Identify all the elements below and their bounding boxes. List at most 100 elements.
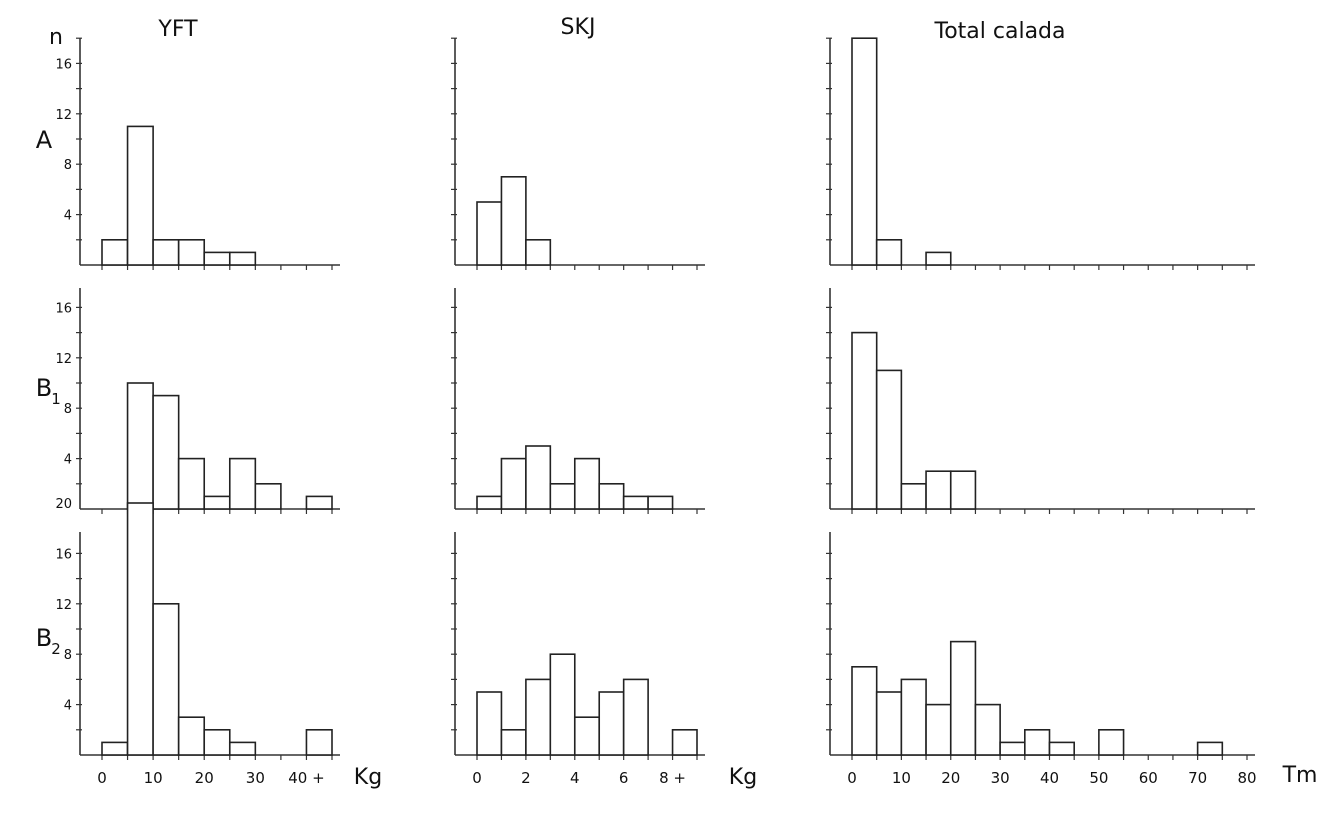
- yft-b2-y-tick-label: 8: [64, 648, 72, 663]
- skj-b1-bar: [647, 495, 674, 510]
- skj-b2-bar: [671, 728, 698, 756]
- yft-b2-y-tick-label: 16: [55, 547, 72, 562]
- yft-a-bar: [228, 251, 257, 266]
- total-b2-x-tick-label: 80: [1237, 769, 1256, 787]
- skj-b2-bar: [573, 716, 601, 756]
- total-b2-bar: [1098, 728, 1125, 756]
- yft-b2-y-tick-label: 12: [55, 598, 72, 613]
- yft-b1-bar: [126, 382, 154, 510]
- total-b2-x-tick-label: 0: [847, 769, 857, 787]
- yft-b2-bar: [152, 602, 180, 756]
- skj-b2-bar: [525, 678, 552, 756]
- yft-b2-x-tick-label: 30: [246, 769, 265, 787]
- skj-b1-bar: [573, 457, 601, 510]
- total-b2-bar: [974, 703, 1001, 756]
- skj-b1-bar: [500, 457, 527, 510]
- total-b2-x-tick-label: 60: [1139, 769, 1158, 787]
- yft-a-y-tick-label: 8: [64, 158, 72, 173]
- yft-a-y-tick-label: 4: [64, 209, 72, 224]
- total-a-bar: [925, 251, 952, 266]
- yft-b1-bar: [152, 394, 180, 510]
- total-b2-x-tick-label: 40: [1040, 769, 1059, 787]
- total-b2-bar: [875, 691, 903, 756]
- yft-b2-x-tick-label: 10: [144, 769, 163, 787]
- total-b2-x-tick-label: 70: [1188, 769, 1207, 787]
- total-b2-bar: [949, 640, 977, 756]
- yft-b1-bar: [305, 495, 333, 510]
- total-b1-bar: [925, 470, 952, 510]
- total-b1-bar: [949, 470, 977, 510]
- total-a-bar: [851, 37, 878, 266]
- column-title-yft: YFT: [157, 17, 198, 42]
- yft-b2-x-tick-label: 20: [195, 769, 214, 787]
- total-b1-bar: [900, 482, 927, 510]
- total-b2-bar: [925, 703, 952, 756]
- skj-a-bar: [525, 239, 552, 266]
- skj-b2-x-tick-label: 4: [570, 769, 580, 787]
- yft-b1-bar: [203, 495, 231, 510]
- skj-b2-bar: [598, 691, 625, 756]
- yft-a-bar: [126, 125, 154, 266]
- yft-a-bar: [177, 239, 206, 266]
- total-b2-bar: [999, 741, 1026, 756]
- yft-b1-y-tick-label: 12: [55, 352, 72, 367]
- skj-b2-x-tick-label: 8 +: [659, 769, 686, 787]
- total-b1-bar: [875, 369, 903, 510]
- skj-b2-bar: [500, 728, 527, 756]
- yft-b1-bar: [177, 457, 206, 510]
- yft-b1-y-tick-label: 8: [64, 402, 72, 417]
- skj-b2-bar: [476, 691, 503, 756]
- yft-b1-bar: [254, 482, 282, 510]
- skj-b2-bar: [622, 678, 649, 756]
- skj-b1-bar: [476, 495, 503, 510]
- skj-b1-bar: [525, 445, 552, 510]
- row-label-b2-subscript: 2: [51, 640, 61, 658]
- skj-b1-bar: [549, 482, 576, 510]
- skj-b2-x-tick-label: 6: [619, 769, 629, 787]
- yft-b2-y-tick-label: 4: [64, 699, 72, 714]
- row-label-b2: B: [36, 624, 52, 652]
- yft-b2-bar: [203, 728, 231, 756]
- skj-b2-x-tick-label: 2: [521, 769, 531, 787]
- yft-a-bar: [101, 239, 129, 266]
- yft-b2-bar: [126, 502, 154, 756]
- yft-a-bar: [152, 239, 180, 266]
- row-label-a: A: [36, 126, 53, 154]
- skj-b1-bar: [622, 495, 649, 510]
- panel-layer: 4 8 12 16 4 8 12 16 4 8 12 16 20 0 10 20 30 40 + 0 2 4 6 8 + 0 1…: [55, 37, 1257, 787]
- total-b2-x-tick-label: 50: [1089, 769, 1108, 787]
- total-b2-x-tick-label: 20: [941, 769, 960, 787]
- row-label-b1: B: [36, 374, 52, 402]
- row-label-b1-subscript: 1: [51, 390, 61, 408]
- skj-b1-bar: [598, 482, 625, 510]
- x-unit-skj: Kg: [729, 765, 757, 790]
- yft-b2-bar: [177, 716, 206, 756]
- column-title-skj: SKJ: [561, 15, 596, 40]
- total-b2-bar: [851, 665, 878, 756]
- yft-b2-y-tick-label: 20: [55, 497, 72, 512]
- total-b2-bar: [1024, 728, 1051, 756]
- total-b2-bar: [900, 678, 927, 756]
- yft-b1-bar: [228, 457, 257, 510]
- yft-b2-bar: [305, 728, 333, 756]
- yft-b2-x-tick-label: 0: [97, 769, 107, 787]
- total-b2-x-tick-label: 10: [892, 769, 911, 787]
- x-unit-total: Tm: [1282, 763, 1318, 788]
- yft-b1-y-tick-label: 4: [64, 453, 72, 468]
- y-axis-label: n: [49, 25, 63, 50]
- yft-a-y-tick-label: 12: [55, 108, 72, 123]
- yft-a-y-tick-label: 16: [55, 57, 72, 72]
- yft-b1-y-tick-label: 16: [55, 301, 72, 316]
- x-unit-yft: Kg: [354, 765, 382, 790]
- total-b2-bar: [1048, 741, 1075, 756]
- yft-b2-x-tick-label: 40 +: [288, 769, 324, 787]
- yft-b2-bar: [101, 741, 129, 756]
- yft-a-bar: [203, 251, 231, 266]
- column-title-total: Total calada: [934, 19, 1066, 44]
- total-b1-bar: [851, 331, 878, 510]
- total-b2-bar: [1196, 741, 1224, 756]
- yft-b2-bar: [228, 741, 257, 756]
- skj-a-bar: [500, 176, 527, 266]
- skj-a-bar: [476, 201, 503, 266]
